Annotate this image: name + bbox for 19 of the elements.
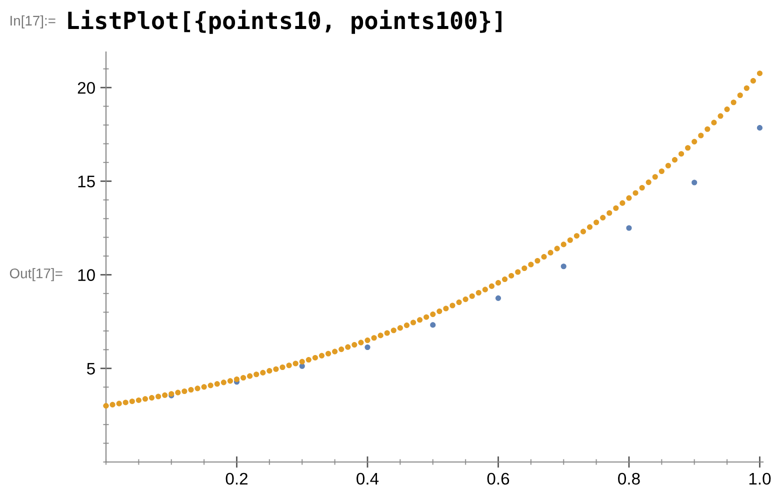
text: ListPlot[{points10, points100}] bbox=[68, 10, 502, 34]
x-tick-label: 1.0 bbox=[749, 472, 771, 485]
x-tick-label: 0.4 bbox=[356, 472, 379, 485]
point bbox=[364, 344, 370, 350]
y-tick-label: 20 bbox=[78, 82, 95, 94]
x-tick-label: 0.8 bbox=[618, 472, 640, 485]
text: In[17]:= bbox=[10, 15, 56, 28]
point bbox=[692, 180, 698, 186]
point bbox=[626, 225, 632, 231]
point bbox=[495, 295, 502, 301]
point bbox=[560, 264, 566, 270]
x-tick-label: 0.2 bbox=[226, 472, 248, 485]
y-tick-label: 10 bbox=[78, 269, 95, 281]
text: Out[17]= bbox=[10, 268, 62, 282]
y-tick-label: 5 bbox=[86, 362, 95, 375]
y-tick-label: 15 bbox=[78, 176, 95, 188]
point bbox=[430, 322, 436, 328]
x-tick-label: 0.6 bbox=[487, 472, 510, 485]
point bbox=[756, 125, 763, 131]
